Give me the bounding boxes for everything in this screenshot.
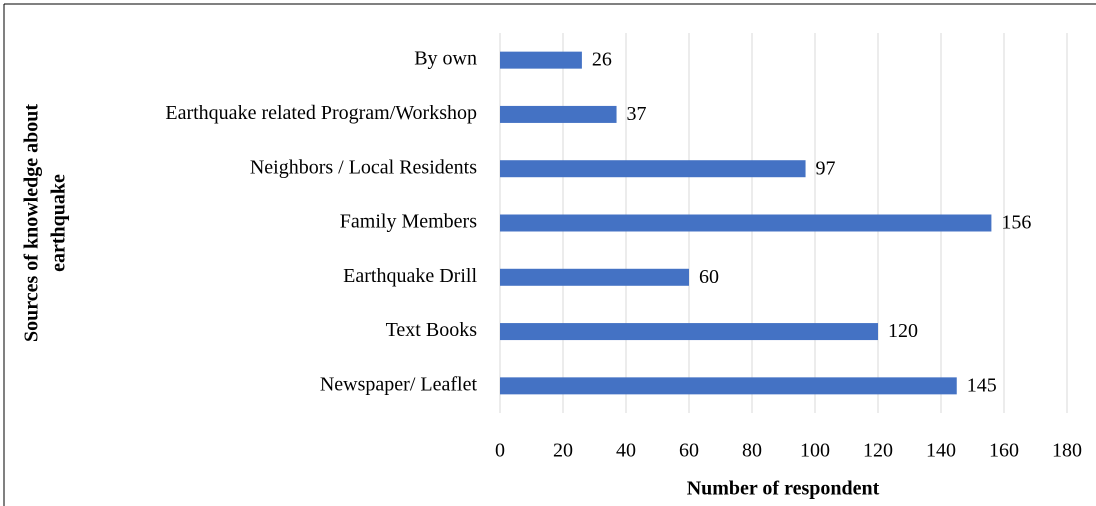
y-tick-label: Family Members — [340, 211, 477, 233]
x-tick-label: 140 — [926, 440, 956, 462]
x-tick-label: 80 — [742, 440, 762, 462]
data-label: 97 — [816, 157, 836, 179]
bar — [500, 268, 689, 286]
data-label: 156 — [1001, 212, 1031, 234]
bar — [500, 51, 582, 69]
y-axis-label: Sources of knowledge about — [21, 104, 43, 342]
bar — [500, 160, 806, 178]
y-axis-label: earthquake — [48, 174, 70, 272]
y-tick-label: By own — [414, 48, 477, 70]
y-tick-label: Newspaper/ Leaflet — [320, 373, 478, 395]
y-tick-label: Earthquake related Program/Workshop — [165, 102, 477, 124]
y-tick-label: Text Books — [386, 319, 478, 341]
data-label: 60 — [699, 266, 719, 288]
bar — [500, 214, 992, 232]
x-tick-label: 160 — [989, 440, 1019, 462]
data-label: 26 — [592, 49, 612, 71]
x-tick-label: 0 — [495, 440, 505, 462]
bar — [500, 377, 957, 395]
x-tick-label: 120 — [863, 440, 893, 462]
x-tick-label: 20 — [553, 440, 573, 462]
data-label: 37 — [627, 103, 647, 125]
data-label: 120 — [888, 320, 918, 342]
x-tick-label: 180 — [1052, 440, 1082, 462]
y-tick-label: Earthquake Drill — [343, 265, 477, 287]
data-label: 145 — [967, 374, 997, 396]
y-tick-label: Neighbors / Local Residents — [250, 156, 477, 178]
x-axis-label: Number of respondent — [687, 478, 880, 500]
bar — [500, 323, 878, 341]
x-tick-label: 40 — [616, 440, 636, 462]
bar — [500, 105, 617, 123]
x-tick-label: 100 — [800, 440, 830, 462]
x-tick-label: 60 — [679, 440, 699, 462]
